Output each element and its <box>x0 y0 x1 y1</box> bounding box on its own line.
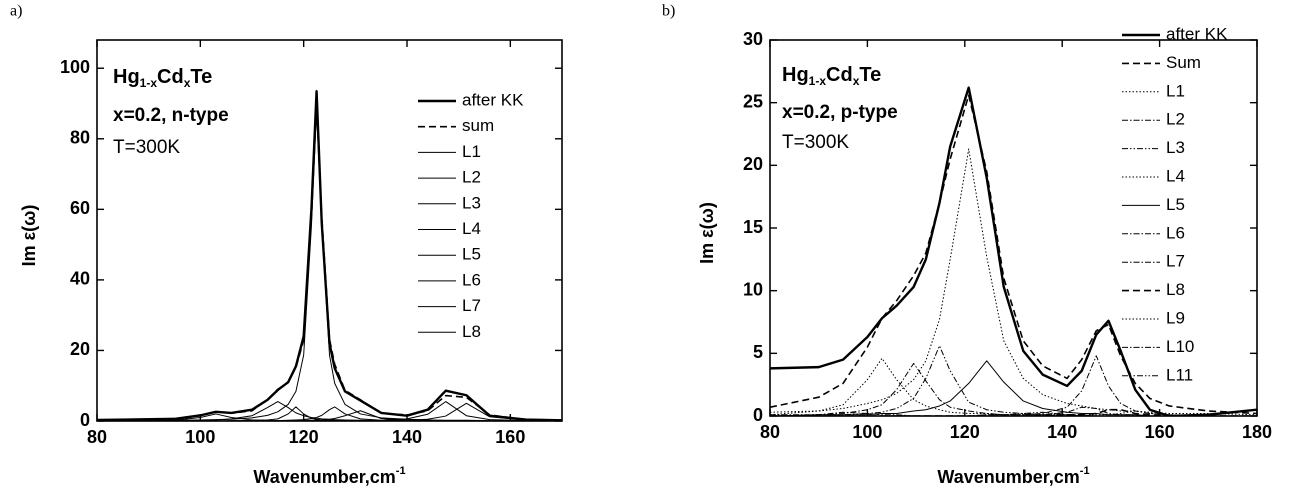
x-tick-label: 80 <box>87 427 107 447</box>
legend-label: L4 <box>1166 166 1185 185</box>
y-tick-label: 15 <box>743 217 763 237</box>
formula-text: Hg <box>782 64 809 86</box>
formula-subscript: x <box>184 76 191 90</box>
y-tick-label: 30 <box>743 29 763 49</box>
data-line <box>770 94 1257 415</box>
y-tick-label: 0 <box>80 410 90 430</box>
annotation: x=0.2, n-type <box>113 105 229 126</box>
legend-label: L2 <box>1166 110 1185 129</box>
y-tick-label: 5 <box>753 342 763 362</box>
x-tick-label: 140 <box>1047 422 1077 442</box>
x-tick-label: 160 <box>495 427 525 447</box>
temperature: T=300K <box>782 132 849 153</box>
legend-label: L1 <box>1166 81 1185 100</box>
panel: a) 80 100 120 140 160 0 20 40 60 80 100 Wavenumber,c… <box>10 3 563 487</box>
formula-text: Te <box>190 66 212 88</box>
x-tick-label: 120 <box>950 422 980 442</box>
data-line <box>770 411 1257 416</box>
formula-text: Hg <box>113 66 140 88</box>
x-axis-label: Wavenumber,cm-1 <box>937 465 1089 487</box>
formula-text: Cd <box>157 66 184 88</box>
x-tick-label: 120 <box>289 427 319 447</box>
plot-frame <box>96 39 563 422</box>
legend-label: L10 <box>1166 337 1194 356</box>
x-axis-label-sup: -1 <box>396 465 406 477</box>
y-tick-label: 25 <box>743 91 763 111</box>
legend-label: L7 <box>1166 252 1185 271</box>
legend-label: L9 <box>1166 308 1185 327</box>
y-tick-label: 20 <box>743 154 763 174</box>
x-axis-label-text: Wavenumber,cm <box>937 467 1079 487</box>
y-axis-label: Im ε(ω) <box>697 202 717 264</box>
legend-label: L6 <box>1166 223 1185 242</box>
data-line <box>770 411 1257 416</box>
x-tick-label: 140 <box>392 427 422 447</box>
x-tick-label: 100 <box>185 427 215 447</box>
formula-text: Te <box>859 64 881 86</box>
legend-label: L3 <box>1166 138 1185 157</box>
y-axis-label: Im ε(ω) <box>19 205 39 267</box>
data-line <box>770 408 1257 416</box>
legend-label: L11 <box>1166 365 1193 384</box>
data-line <box>770 360 1257 416</box>
x-tick-label: 180 <box>1242 422 1272 442</box>
x-axis-label: Wavenumber,cm-1 <box>253 465 405 487</box>
legend-label: Sum <box>1166 53 1201 72</box>
legend-label: L7 <box>462 296 481 315</box>
x-axis-label-text: Wavenumber,cm <box>253 467 395 487</box>
legend-label: L1 <box>462 142 481 161</box>
y-tick-label: 20 <box>70 339 90 359</box>
y-tick-label: 0 <box>753 405 763 425</box>
y-tick-label: 40 <box>70 269 90 289</box>
formula-text: Cd <box>826 64 853 86</box>
temperature: T=300K <box>113 137 180 158</box>
panel-label: b) <box>662 3 675 20</box>
x-tick-label: 160 <box>1145 422 1175 442</box>
panel-label: a) <box>10 3 22 20</box>
data-line <box>770 148 1257 416</box>
y-tick-label: 80 <box>70 128 90 148</box>
y-tick-label: 60 <box>70 198 90 218</box>
legend-label: after KK <box>462 90 524 109</box>
legend-label: L8 <box>462 322 481 341</box>
formula-subscript: 1-x <box>809 74 827 88</box>
annotation: x=0.2, p-type <box>782 102 898 123</box>
formula: Hg1-xCdxTe <box>113 66 212 90</box>
data-line <box>97 402 562 421</box>
legend-label: L6 <box>462 270 481 289</box>
panel: b) 80 100 120 140 160 180 0 5 10 15 20 25 30 Wavenumbe… <box>662 3 1272 487</box>
plot-lines <box>770 86 1257 416</box>
x-tick-label: 100 <box>852 422 882 442</box>
data-line <box>97 401 562 421</box>
legend-label: after KK <box>1166 24 1228 43</box>
y-tick-label: 10 <box>743 279 763 299</box>
legend-label: L3 <box>462 193 481 212</box>
legend-label: L5 <box>1166 195 1185 214</box>
x-tick-label: 80 <box>760 422 780 442</box>
y-tick-label: 100 <box>60 57 90 77</box>
data-line <box>770 86 1257 416</box>
legend-label: sum <box>462 116 494 135</box>
formula: Hg1-xCdxTe <box>782 64 881 88</box>
legend-label: L5 <box>462 245 481 264</box>
legend-label: L4 <box>462 219 481 238</box>
legend-label: L2 <box>462 168 481 187</box>
formula-subscript: x <box>853 74 860 88</box>
x-axis-label-sup: -1 <box>1080 465 1090 477</box>
formula-subscript: 1-x <box>140 76 158 90</box>
legend-label: L8 <box>1166 280 1185 299</box>
